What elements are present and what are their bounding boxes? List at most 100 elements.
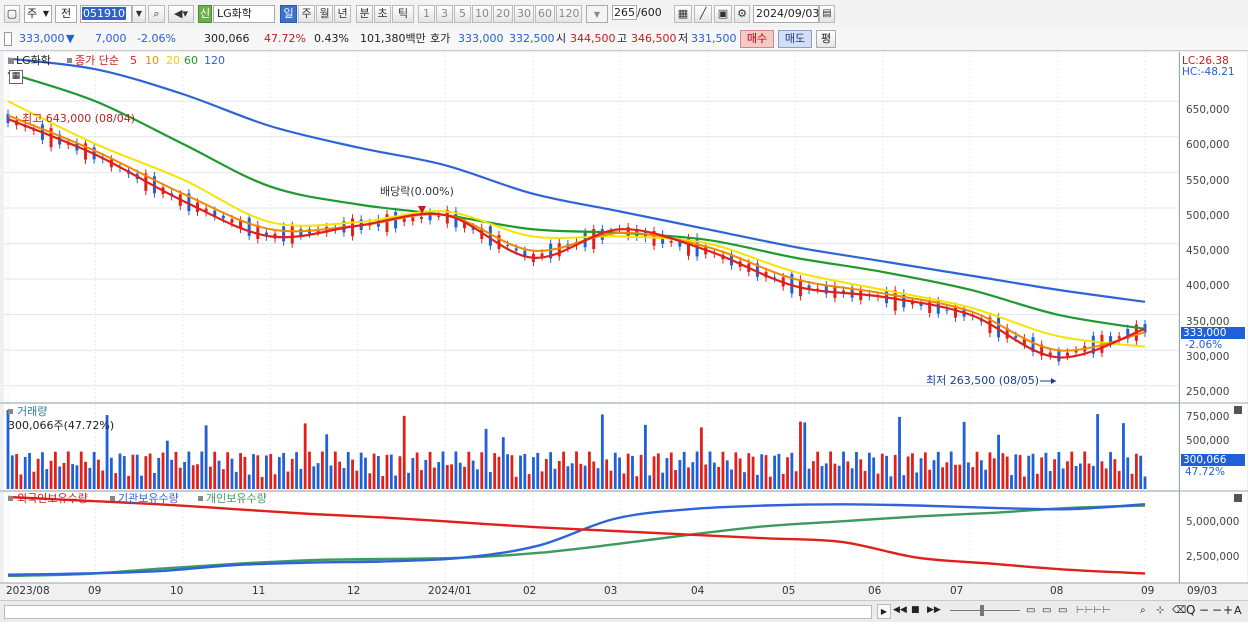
- panel-icon[interactable]: ▭: [1042, 605, 1052, 616]
- search-icon[interactable]: ⌕: [148, 5, 165, 23]
- save-icon[interactable]: ▣: [714, 5, 732, 23]
- buy-button[interactable]: 매수: [740, 30, 774, 48]
- legend-marker: [8, 58, 14, 64]
- x-tick: 2024/01: [428, 585, 472, 597]
- panel-icon[interactable]: ▭: [1058, 605, 1068, 616]
- magnify-icon[interactable]: ⌕: [1140, 605, 1146, 616]
- rewind-icon[interactable]: ◀◀: [893, 605, 907, 615]
- drawing-tools-icon[interactable]: ⊢⊢⊢⊢: [1076, 605, 1111, 616]
- stock-name-field[interactable]: LG화학: [213, 5, 275, 23]
- period-month[interactable]: 월: [316, 5, 333, 23]
- legend-foreign[interactable]: 외국인보유수량: [17, 492, 88, 505]
- scroll-right-icon[interactable]: ▶: [877, 604, 891, 619]
- legend-ma120[interactable]: 120: [204, 54, 225, 67]
- ma-line-10: [7, 114, 1146, 352]
- count-field[interactable]: 265/600: [612, 5, 662, 20]
- volume-bar: [833, 463, 837, 489]
- volume-bar: [1109, 452, 1112, 489]
- window-icon[interactable]: ▢: [4, 5, 20, 23]
- volume-bar: [807, 468, 811, 489]
- crosshair-icon[interactable]: ⊹: [1156, 605, 1165, 616]
- close-panel-icon[interactable]: [1234, 406, 1242, 414]
- ticker-toggle-icon[interactable]: [4, 32, 12, 46]
- interval-5[interactable]: 5: [454, 5, 471, 23]
- x-tick: 06: [868, 585, 882, 597]
- volume-bar: [997, 434, 1000, 489]
- volume-bar: [622, 473, 626, 489]
- interval-1[interactable]: 1: [418, 5, 435, 23]
- institution-line: [7, 503, 1146, 576]
- interval-60[interactable]: 60: [535, 5, 555, 23]
- legend-ma5[interactable]: 5: [130, 54, 137, 67]
- period-second[interactable]: 초: [374, 5, 391, 23]
- volume-bar: [863, 470, 867, 489]
- font-size-icon[interactable]: A: [1234, 604, 1242, 617]
- speaker-icon[interactable]: ◀▾: [168, 5, 194, 23]
- code-input[interactable]: 051910: [80, 5, 132, 23]
- period-year[interactable]: 년: [334, 5, 351, 23]
- interval-30[interactable]: 30: [514, 5, 534, 23]
- stop-icon[interactable]: ■: [911, 605, 920, 615]
- panel-icon[interactable]: ▭: [1026, 605, 1036, 616]
- volume-bar: [467, 451, 471, 489]
- sell-button[interactable]: 매도: [778, 30, 812, 48]
- legend-institution[interactable]: 기관보유수량: [118, 492, 179, 505]
- zoom-out-icon[interactable]: −: [1199, 603, 1210, 617]
- x-tick: 10: [170, 585, 184, 597]
- close-panel-icon[interactable]: [1234, 494, 1242, 502]
- calendar-icon[interactable]: ▤: [819, 5, 835, 23]
- market-type-select[interactable]: 주 ▼: [24, 5, 52, 23]
- date-input[interactable]: 2024/09/03: [753, 5, 819, 23]
- period-week[interactable]: 주: [298, 5, 315, 23]
- gear-icon[interactable]: ⚙: [734, 5, 750, 23]
- legend-stock-name[interactable]: LG화학: [16, 54, 51, 67]
- legend-ma20[interactable]: 20: [166, 54, 180, 67]
- horizontal-scrollbar[interactable]: [4, 605, 872, 619]
- candle: [686, 238, 690, 256]
- volume-bar: [450, 464, 454, 489]
- x-tick: 03: [604, 585, 618, 597]
- volume-bar: [631, 455, 634, 489]
- period-tick[interactable]: 틱: [392, 5, 414, 23]
- forward-icon[interactable]: ▶▶: [927, 605, 941, 615]
- volume-bar: [725, 460, 729, 489]
- q-icon[interactable]: Q: [1186, 603, 1196, 617]
- volume-bar: [1113, 459, 1117, 489]
- zoom-slider[interactable]: [950, 610, 1020, 611]
- volume-bar: [562, 451, 565, 489]
- candle: [463, 221, 467, 229]
- table-icon[interactable]: ▦: [9, 70, 23, 84]
- interval-custom-select[interactable]: ▼: [586, 5, 608, 23]
- volume-bar: [876, 473, 880, 489]
- volume-title[interactable]: 거래량: [17, 405, 48, 418]
- prev-button[interactable]: 전: [55, 5, 77, 23]
- volume-bar: [992, 458, 996, 489]
- minus-icon[interactable]: −: [1212, 603, 1223, 617]
- interval-20[interactable]: 20: [493, 5, 513, 23]
- volume-bar: [290, 458, 294, 489]
- eraser-icon[interactable]: ⌫: [1172, 605, 1187, 616]
- zoom-in-icon[interactable]: +: [1223, 603, 1234, 617]
- price-tick: 450,000: [1186, 245, 1230, 257]
- candle: [807, 285, 811, 290]
- candle: [239, 220, 243, 229]
- volume-bar: [816, 451, 820, 489]
- interval-10[interactable]: 10: [472, 5, 492, 23]
- candle: [549, 243, 553, 259]
- draw-tool-icon[interactable]: ╱: [694, 5, 712, 23]
- code-dropdown-icon[interactable]: ▼: [132, 5, 146, 23]
- volume-bar: [730, 469, 733, 489]
- interval-3[interactable]: 3: [436, 5, 453, 23]
- period-minute[interactable]: 분: [356, 5, 373, 23]
- legend-ma10[interactable]: 10: [145, 54, 159, 67]
- volume-bar: [407, 472, 410, 489]
- grid-tool-icon[interactable]: ▦: [674, 5, 692, 23]
- period-day[interactable]: 일: [280, 5, 297, 23]
- zoom-slider-thumb[interactable]: [980, 605, 984, 616]
- legend-ma60[interactable]: 60: [184, 54, 198, 67]
- eval-button[interactable]: 평: [816, 30, 836, 48]
- legend-individual[interactable]: 개인보유수량: [206, 492, 267, 505]
- interval-120[interactable]: 120: [556, 5, 582, 23]
- volume-bar: [893, 454, 897, 489]
